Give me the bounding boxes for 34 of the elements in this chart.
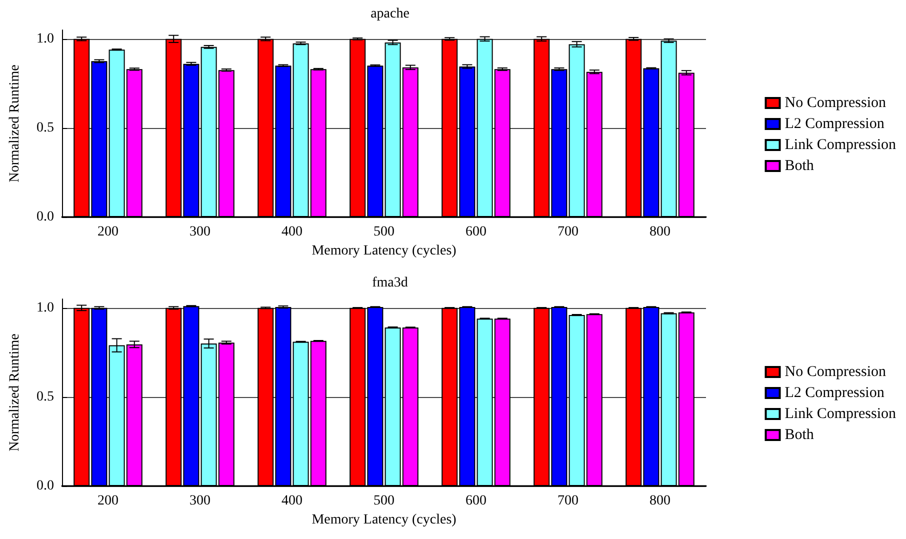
y-tick-label: 1.0 xyxy=(36,300,54,316)
x-tick-label: 500 xyxy=(374,224,394,240)
legend-label: No Compression xyxy=(784,364,886,380)
legend-label: L2 Compression xyxy=(784,116,885,132)
chart-title: apache xyxy=(370,6,410,22)
legend-label: Link Compression xyxy=(784,137,896,153)
y-tick-label: 0.5 xyxy=(36,389,54,404)
x-tick-label: 200 xyxy=(98,224,118,240)
x-tick-label: 200 xyxy=(98,494,118,508)
y-tick-label: 0.0 xyxy=(36,210,54,224)
chart-title: fma3d xyxy=(372,276,408,290)
legend-label: Both xyxy=(784,427,814,443)
legend-label: Link Compression xyxy=(784,406,896,422)
x-tick-label: 400 xyxy=(282,224,302,240)
x-axis-title: Memory Latency (cycles) xyxy=(312,512,457,528)
x-tick-label: 800 xyxy=(650,224,670,240)
x-tick-label: 300 xyxy=(190,494,210,508)
x-tick-label: 300 xyxy=(190,224,210,240)
x-axis-title: Memory Latency (cycles) xyxy=(312,243,457,258)
y-tick-label: 0.5 xyxy=(36,120,54,136)
x-tick-label: 800 xyxy=(650,494,670,508)
legend-label: L2 Compression xyxy=(784,385,885,401)
legend-label: Both xyxy=(784,158,814,174)
x-tick-label: 700 xyxy=(558,494,578,508)
y-axis-title: Normalized Runtime xyxy=(8,64,22,182)
x-tick-label: 600 xyxy=(466,224,486,240)
y-axis-title: Normalized Runtime xyxy=(8,334,22,452)
legend-label: No Compression xyxy=(784,95,886,111)
y-tick-label: 1.0 xyxy=(36,31,54,46)
x-tick-label: 400 xyxy=(282,494,302,508)
x-tick-label: 700 xyxy=(558,224,578,240)
x-tick-label: 600 xyxy=(466,494,486,508)
y-tick-label: 0.0 xyxy=(36,478,54,494)
x-tick-label: 500 xyxy=(374,494,394,508)
